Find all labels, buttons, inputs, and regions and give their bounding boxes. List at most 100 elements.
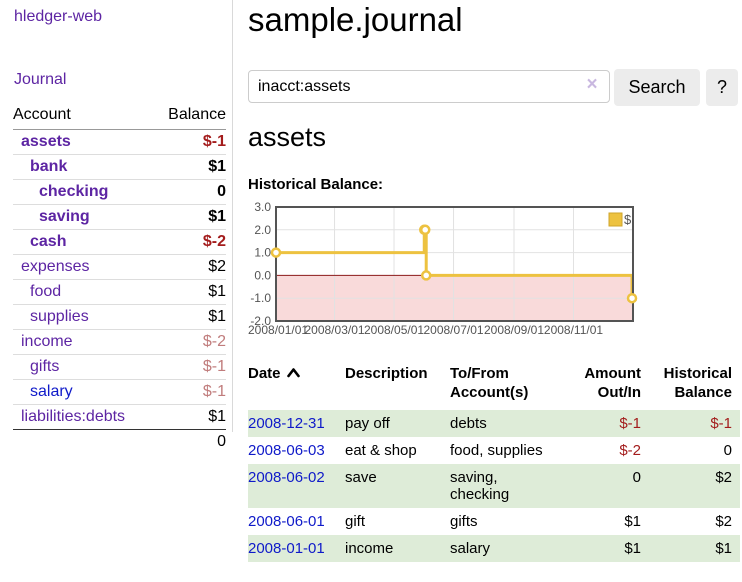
x-axis-tick-label: 2008/11/01 <box>544 323 603 337</box>
account-row: bank $1 <box>13 154 226 180</box>
account-row: supplies $1 <box>13 304 226 330</box>
register-row[interactable]: 2008-06-02 save saving, checking 0 $2 <box>248 464 740 508</box>
account-row: gifts $-1 <box>13 354 226 380</box>
account-row: income $-2 <box>13 329 226 355</box>
account-balance: $-2 <box>153 229 226 255</box>
register-row[interactable]: 2008-06-03 eat & shop food, supplies $-2 0 <box>248 437 740 464</box>
account-row: checking 0 <box>13 179 226 205</box>
x-axis-tick-label: 2008/03/01 <box>304 323 364 337</box>
account-balance: $1 <box>153 204 226 230</box>
transaction-date-link[interactable]: 2008-06-01 <box>248 513 325 530</box>
register-header-accounts-line1: To/From <box>450 365 509 382</box>
register-balance-cell: $2 <box>715 469 732 486</box>
register-amount-cell: $-2 <box>619 442 641 459</box>
sidebar-account-link[interactable]: checking <box>39 183 109 200</box>
register-balance-cell: $2 <box>715 513 732 530</box>
accounts-table: Account Balance assets $-1 bank $1 checking 0… <box>13 104 226 454</box>
sidebar-account-link[interactable]: salary <box>30 383 73 400</box>
register-amount-cell: $1 <box>624 513 641 530</box>
register-row[interactable]: 2008-06-01 gift gifts $1 $2 <box>248 508 740 535</box>
data-point-marker <box>270 247 282 258</box>
sidebar-account-link[interactable]: expenses <box>21 258 90 275</box>
account-heading: assets <box>248 122 327 152</box>
sort-caret-up-icon <box>286 368 300 378</box>
clear-search-icon[interactable]: × <box>586 74 598 95</box>
account-row: assets $-1 <box>13 129 226 155</box>
page-title: sample.journal <box>248 1 463 38</box>
account-balance: $-1 <box>153 354 226 380</box>
register-header-amount-line1: Amount <box>584 365 641 382</box>
account-balance: $1 <box>153 279 226 305</box>
sidebar: hledger-web Journal Account Balance asse… <box>0 0 233 450</box>
y-axis-tick-label: 0.0 <box>254 268 271 282</box>
register-header-amount: Amount Out/In <box>578 362 641 410</box>
register-date-cell: 2008-01-01 <box>248 535 345 562</box>
accounts-header-account: Account <box>13 104 154 130</box>
legend-swatch <box>608 212 623 227</box>
plot-border <box>275 206 634 322</box>
register-header-row: Date Description To/From Account(s) Amoun… <box>248 362 740 410</box>
sidebar-account-link[interactable]: income <box>21 333 73 350</box>
account-balance: 0 <box>153 179 226 205</box>
sidebar-account-link[interactable]: bank <box>30 158 68 175</box>
register-date-cell: 2008-06-01 <box>248 508 345 535</box>
brand-link[interactable]: hledger-web <box>14 8 103 25</box>
account-balance: $1 <box>153 304 226 330</box>
data-point-marker <box>420 270 432 281</box>
register-header-date[interactable]: Date <box>248 362 345 410</box>
y-axis-tick-label: -2.0 <box>250 314 271 328</box>
register-accounts-cell: saving, checking <box>450 469 510 503</box>
register-date-cell: 2008-06-03 <box>248 437 345 464</box>
search-input[interactable] <box>248 70 610 103</box>
account-row: expenses $2 <box>13 254 226 280</box>
sidebar-account-link[interactable]: liabilities:debts <box>21 408 126 425</box>
data-point-marker <box>419 224 431 236</box>
register-header-description: Description <box>345 365 428 382</box>
register-row[interactable]: 2008-01-01 income salary $1 $1 <box>248 535 740 562</box>
sidebar-account-link[interactable]: cash <box>30 233 67 250</box>
search-button[interactable]: Search <box>614 69 700 106</box>
transaction-date-link[interactable]: 2008-06-02 <box>248 469 325 486</box>
register-balance-cell: $1 <box>715 540 732 557</box>
transaction-date-link[interactable]: 2008-06-03 <box>248 442 325 459</box>
register-description-cell: save <box>345 469 377 486</box>
account-row: food $1 <box>13 279 226 305</box>
sidebar-account-link[interactable]: saving <box>39 208 90 225</box>
sidebar-account-link[interactable]: food <box>30 283 62 300</box>
register-description-cell: pay off <box>345 415 390 432</box>
sidebar-item-journal[interactable]: Journal <box>14 71 67 88</box>
register-amount-cell: 0 <box>632 469 641 486</box>
register-balance-cell: 0 <box>723 442 732 459</box>
chart-label: Historical Balance: <box>248 176 384 193</box>
register-table: Date Description To/From Account(s) Amoun… <box>248 362 740 562</box>
account-balance: $1 <box>153 154 226 180</box>
register-description-cell: income <box>345 540 394 557</box>
sidebar-account-link[interactable]: gifts <box>30 358 60 375</box>
transaction-date-link[interactable]: 2008-12-31 <box>248 415 325 432</box>
sidebar-account-link[interactable]: assets <box>21 133 71 150</box>
account-row: salary $-1 <box>13 379 226 405</box>
register-date-cell: 2008-06-02 <box>248 464 345 508</box>
register-header-balance-line1: Historical <box>663 365 732 382</box>
register-amount-cell: $-1 <box>619 415 641 432</box>
accounts-total-value: 0 <box>217 433 226 450</box>
x-axis-tick-label: 2008/09/01 <box>484 323 544 337</box>
data-point-marker <box>626 292 638 304</box>
historical-balance-chart: $3.0 2.0 1.0 0.0 -1.0 -2.0 2008/01/01 2008/03/0… <box>246 200 638 342</box>
register-balance-cell: $-1 <box>710 415 732 432</box>
account-balance: $-1 <box>153 129 226 155</box>
accounts-total-spacer <box>13 430 153 455</box>
register-accounts-cell: debts <box>450 415 487 432</box>
register-accounts-cell: salary <box>450 540 491 557</box>
sidebar-account-link[interactable]: supplies <box>30 308 89 325</box>
register-accounts-cell: food, supplies <box>450 442 543 459</box>
register-row[interactable]: 2008-12-31 pay off debts $-1 $-1 <box>248 410 740 437</box>
register-amount-cell: $1 <box>624 540 641 557</box>
transaction-date-link[interactable]: 2008-01-01 <box>248 540 325 557</box>
register-header-accounts: To/From Account(s) <box>450 362 578 410</box>
register-accounts-cell: gifts <box>450 513 478 530</box>
y-axis-tick-label: 1.0 <box>254 246 271 260</box>
help-button[interactable]: ? <box>706 69 738 106</box>
y-axis-tick-label: 2.0 <box>254 223 271 237</box>
accounts-total-row: 0 <box>13 430 226 455</box>
